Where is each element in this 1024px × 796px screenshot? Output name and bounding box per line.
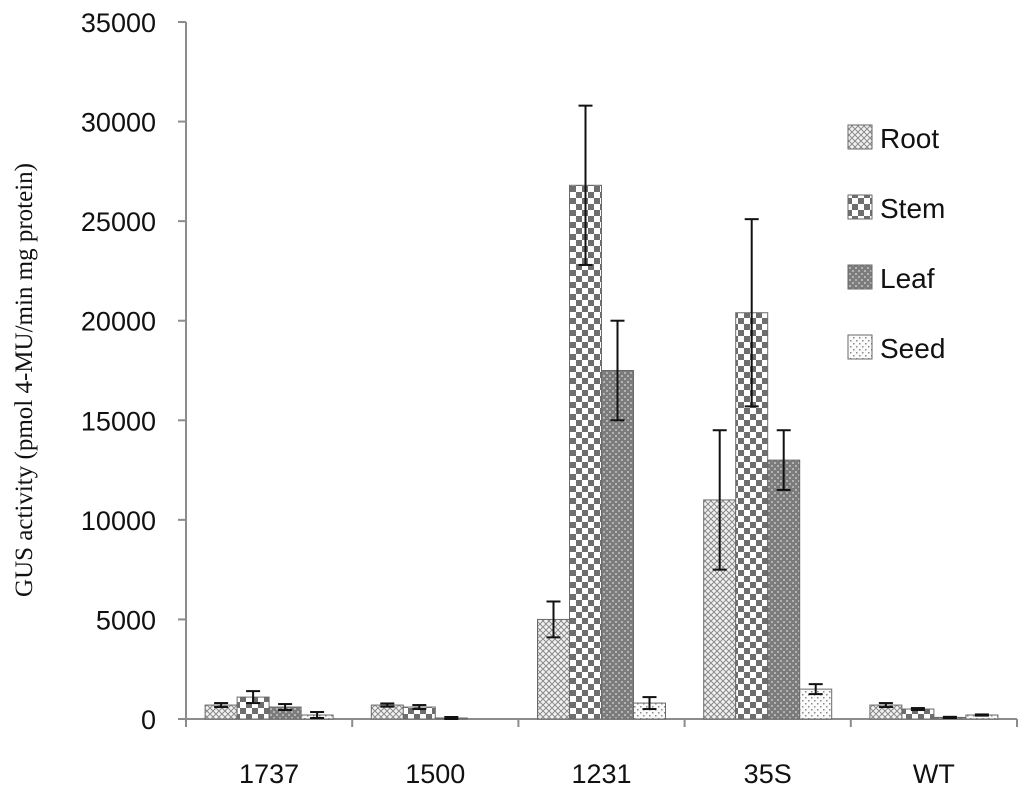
error-bar (214, 702, 229, 709)
y-axis-label: GUS activity (pmol 4-MU/min mg protein) (11, 163, 38, 597)
error-bar (412, 704, 427, 711)
error-bar (776, 429, 791, 491)
error-bar (974, 713, 989, 717)
x-tick-label: 1737 (239, 759, 299, 789)
bar-leaf-35s (767, 459, 801, 720)
legend-swatch (847, 124, 873, 150)
bar-seed-35s (799, 688, 833, 720)
error-bar (444, 716, 459, 720)
y-tick-label: 10000 (81, 506, 156, 536)
y-tick-label: 35000 (81, 8, 156, 38)
error-bar (246, 690, 261, 705)
x-tick-label: 1231 (571, 759, 631, 789)
y-tick-label: 20000 (81, 307, 156, 337)
legend-label: Leaf (880, 263, 935, 294)
bar-stem-1231 (569, 184, 602, 720)
y-tick-label: 5000 (96, 605, 156, 635)
legend-label: Seed (880, 333, 945, 364)
error-bar (278, 703, 293, 712)
error-bar (744, 218, 759, 408)
error-bar (808, 683, 823, 696)
legend: Root Stem Leaf Seed (847, 123, 945, 364)
bar-leaf-1231 (601, 370, 634, 720)
error-bar (578, 104, 593, 266)
y-tick-label: 15000 (81, 406, 156, 436)
error-bar (310, 711, 325, 720)
legend-item-seed: Seed (847, 333, 945, 364)
error-bar (712, 429, 727, 571)
bar-group (204, 184, 999, 720)
error-bar (546, 600, 561, 639)
plot-area: 0 5000 10000 15000 20000 25000 30000 35000 1737… (81, 8, 1018, 789)
legend-item-leaf: Leaf (847, 263, 935, 294)
error-bar (910, 707, 925, 712)
legend-swatch (847, 334, 873, 360)
error-bar (380, 702, 395, 708)
y-tick-label: 0 (141, 705, 156, 735)
x-tick-label: 35S (744, 759, 792, 789)
error-bar (878, 702, 893, 709)
error-bar (942, 715, 957, 720)
x-tick-label: WT (913, 759, 955, 789)
error-bar-group (214, 104, 989, 720)
y-tick-label: 30000 (81, 108, 156, 138)
legend-swatch (847, 194, 873, 220)
x-tick-group: 1737 1500 1231 35S WT (185, 719, 1018, 789)
legend-item-stem: Stem (847, 193, 945, 224)
legend-item-root: Root (847, 123, 939, 154)
legend-label: Stem (880, 193, 945, 224)
y-tick-label: 25000 (81, 207, 156, 237)
legend-swatch (847, 264, 873, 290)
legend-label: Root (880, 123, 939, 154)
y-tick-group: 0 5000 10000 15000 20000 25000 30000 35000 (81, 8, 186, 735)
x-tick-label: 1500 (405, 759, 465, 789)
error-bar (610, 319, 625, 422)
error-bar (642, 696, 657, 711)
